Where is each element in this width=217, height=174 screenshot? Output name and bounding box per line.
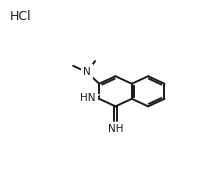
Text: HCl: HCl xyxy=(10,10,32,23)
Text: NH: NH xyxy=(108,124,123,135)
Text: HN: HN xyxy=(80,93,95,104)
Text: N: N xyxy=(83,66,91,77)
